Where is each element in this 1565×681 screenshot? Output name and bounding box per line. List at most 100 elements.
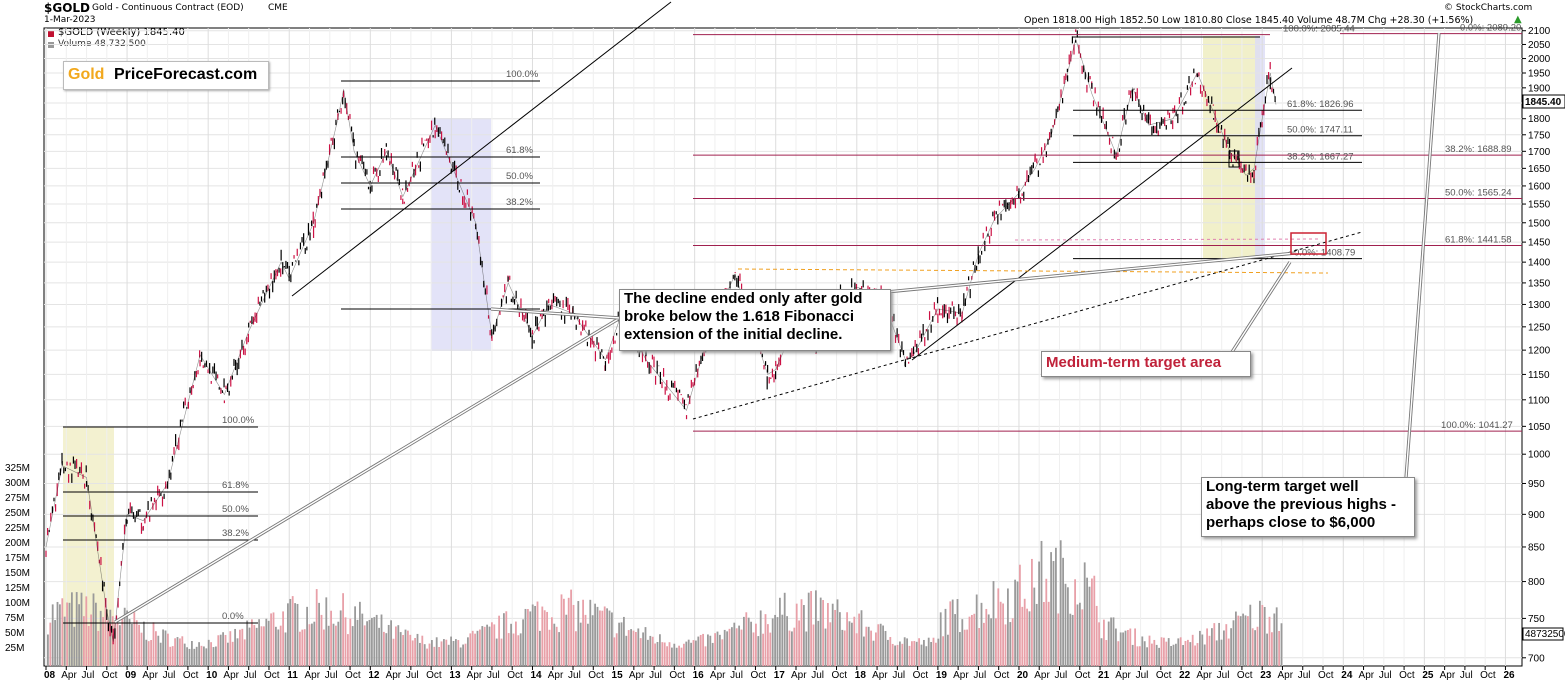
volume-bar [299,631,301,666]
volume-bar [923,639,925,666]
volume-bar [1225,624,1228,666]
volume-bar [440,641,443,666]
x-tick-label-6: Jul [163,670,176,681]
volume-bar [601,610,604,666]
volume-bar [512,633,515,666]
x-tick-label-50: Jul [1055,670,1068,681]
volume-bar [543,610,546,666]
volume-bar [399,632,402,666]
volume-bar [210,642,212,666]
legend-marker-price [48,31,54,37]
volume-bar [1278,630,1280,666]
date-label: 1-Mar-2023 [44,15,96,25]
y-tick-label-700: 700 [1528,653,1545,664]
volume-bar [423,644,426,666]
volume-bar [630,629,632,666]
volume-bar [183,643,186,666]
volume-bar [95,602,97,666]
volume-bar [253,625,256,666]
volume-bar [906,638,908,666]
volume-bar [635,631,637,666]
volume-bar [692,640,695,666]
volume-bar [1242,613,1244,666]
volume-bar [951,599,954,666]
volume-bar [222,632,224,666]
volume-bar [1203,644,1206,666]
volume-bar [884,630,887,666]
x-tick-label-35: Oct [750,670,766,681]
volume-bar [1038,561,1040,666]
volume-bar [1122,632,1124,666]
volume-bar [920,644,923,666]
volume-bar [455,639,457,666]
volume-bar [990,618,992,666]
volume-bar [1088,586,1091,666]
volume-bar [270,613,272,666]
volume-bar [347,634,349,666]
volume-bar [798,620,800,666]
volume-bar [690,642,692,666]
volume-tick-label-11: 50M [5,628,24,639]
volume-bar [351,626,354,666]
volume-bar [486,624,488,666]
volume-bar [265,618,268,666]
volume-bar [608,610,611,666]
volume-bar [152,622,155,666]
volume-bar [1215,640,1218,666]
y-tick-label-1750: 1750 [1528,130,1551,141]
volume-bar [411,640,414,666]
x-tick-label-62: Jul [1298,670,1311,681]
volume-bar [1043,602,1045,666]
y-tick-label-750: 750 [1528,614,1545,625]
annotation-medium-term-text: Medium-term target area [1046,354,1222,371]
volume-bar [985,608,988,666]
annotation-medium-term: Medium-term target area [1041,351,1251,377]
volume-bar [385,633,388,666]
volume-bar [397,625,400,666]
volume-bar [774,614,776,666]
x-tick-label-30: Jul [649,670,662,681]
volume-bar [181,636,184,666]
volume-bar [1129,628,1132,666]
volume-bar [745,612,748,666]
volume-bar [949,601,952,666]
volume-bar [1247,616,1249,666]
volume-bar [1028,611,1031,666]
volume-bar [651,636,654,666]
annotation-long-term-line-2: above the previous highs - [1206,496,1397,513]
volume-bar [219,634,222,666]
volume-bar [1141,636,1144,666]
volume-bar [140,632,143,666]
x-tick-label-7: Oct [183,670,199,681]
volume-bar [1045,578,1048,666]
volume-bar [1194,645,1196,666]
volume-bar [49,622,52,666]
x-tick-label-24: 14 [530,670,542,681]
volume-bar [75,592,78,666]
volume-bar [92,593,95,666]
volume-bar [435,637,438,666]
x-tick-label-34: Jul [730,670,743,681]
x-tick-label-48: 20 [1017,670,1029,681]
volume-bar [99,610,102,666]
volume-bar [361,613,364,666]
volume-bar [891,643,894,666]
volume-bar [805,631,808,666]
volume-bar [858,613,860,666]
x-tick-label-51: Oct [1075,670,1091,681]
volume-bar [819,597,822,666]
volume-bar [1112,617,1115,666]
volume-bar [143,621,145,666]
volume-bar [51,604,54,666]
volume-bar [757,636,760,666]
logo-rest-text: PriceForecast.com [114,66,258,83]
volume-bar [315,589,318,666]
pointer-decline-to-2022-inner [885,252,1297,293]
volume-bar [471,630,474,666]
volume-bar [296,603,299,666]
volume-bar [267,620,270,666]
volume-bar [935,642,937,666]
volume-bar [1136,646,1139,666]
x-tick-label-41: Apr [872,670,888,681]
volume-bar [618,622,620,666]
